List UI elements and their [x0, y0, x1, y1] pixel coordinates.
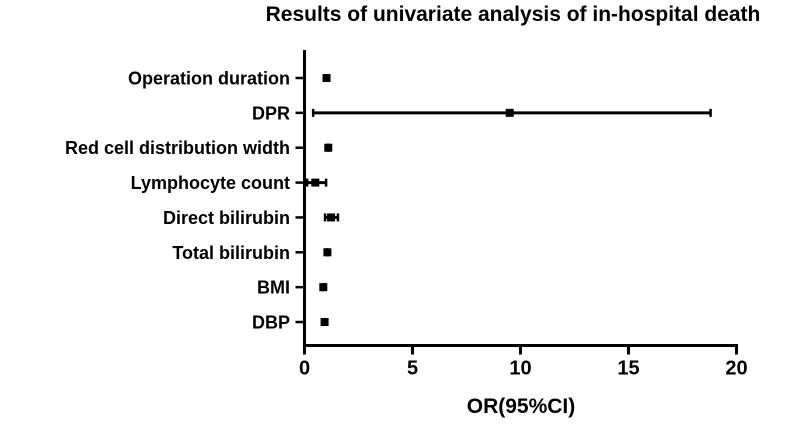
or-marker	[324, 143, 333, 152]
category-label: BMI	[257, 278, 290, 298]
x-axis-label: OR(95%CI)	[466, 395, 576, 418]
x-tick-label: 15	[617, 358, 639, 380]
category-label: Direct bilirubin	[163, 208, 290, 228]
or-marker	[319, 283, 328, 292]
category-label: Red cell distribution width	[65, 138, 290, 158]
category-label: DBP	[252, 313, 290, 333]
or-marker	[311, 178, 320, 187]
category-label: Operation duration	[128, 69, 290, 89]
or-marker	[327, 213, 336, 222]
x-tick-label: 20	[725, 358, 747, 380]
category-label: Total bilirubin	[172, 243, 290, 263]
category-label: DPR	[252, 103, 290, 123]
or-marker	[320, 318, 329, 327]
or-marker	[322, 74, 331, 82]
category-label: Lymphocyte count	[131, 173, 290, 193]
or-marker	[505, 108, 514, 117]
or-marker	[323, 248, 332, 257]
x-tick-label: 10	[509, 358, 531, 380]
x-tick-label: 5	[407, 358, 418, 380]
chart-title: Results of univariate analysis of in-hos…	[265, 3, 761, 26]
x-tick-label: 0	[299, 358, 310, 380]
